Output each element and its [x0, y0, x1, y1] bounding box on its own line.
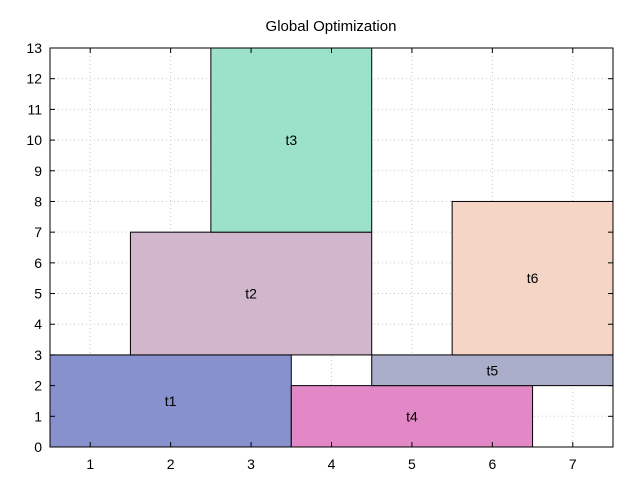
y-tick-label: 7	[34, 224, 42, 240]
x-tick-label: 4	[328, 456, 336, 472]
y-tick-label: 3	[34, 347, 42, 363]
task-label-t4: t4	[406, 408, 418, 424]
y-tick-label: 8	[34, 193, 42, 209]
task-label-t6: t6	[527, 270, 539, 286]
y-tick-label: 9	[34, 163, 42, 179]
y-tick-label: 5	[34, 286, 42, 302]
x-tick-label: 7	[569, 456, 577, 472]
x-tick-label: 2	[167, 456, 175, 472]
x-tick-label: 5	[408, 456, 416, 472]
task-label-t2: t2	[245, 286, 257, 302]
task-label-t1: t1	[165, 393, 177, 409]
y-tick-label: 4	[34, 316, 42, 332]
y-tick-label: 6	[34, 255, 42, 271]
y-tick-label: 10	[26, 132, 42, 148]
chart-title: Global Optimization	[266, 18, 397, 35]
y-tick-label: 1	[34, 408, 42, 424]
task-label-t5: t5	[487, 362, 499, 378]
y-tick-label: 13	[26, 40, 42, 56]
task-label-t3: t3	[285, 132, 297, 148]
y-tick-label: 0	[34, 439, 42, 455]
x-tick-label: 1	[86, 456, 94, 472]
x-tick-label: 3	[247, 456, 255, 472]
y-tick-label: 12	[26, 71, 42, 87]
x-tick-label: 6	[488, 456, 496, 472]
y-tick-label: 11	[27, 101, 42, 117]
y-tick-label: 2	[34, 378, 42, 394]
task-rectangles	[50, 48, 613, 447]
